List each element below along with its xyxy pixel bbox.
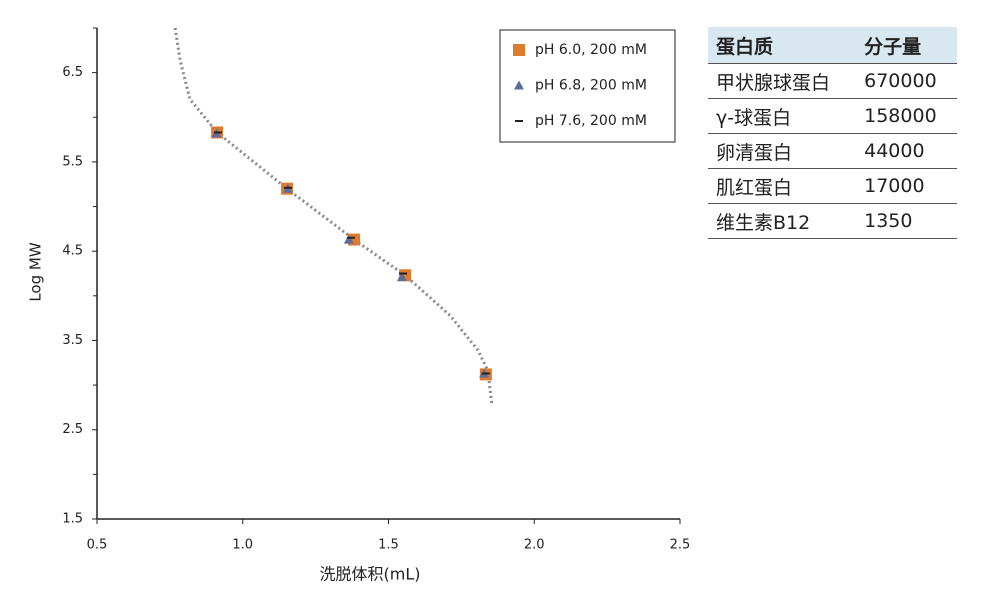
marker-triangle xyxy=(343,234,354,244)
x-tick-label: 2.5 xyxy=(670,538,691,553)
table-row: γ-球蛋白 158000 xyxy=(708,98,957,134)
y-tick-label: 5.5 xyxy=(62,154,83,169)
protein-table: 蛋白质 分子量 甲状腺球蛋白 670000 γ-球蛋白 158000 卵清蛋白 44000… xyxy=(708,27,957,239)
marker-square xyxy=(513,44,525,56)
legend-label: pH 6.8, 200 mM xyxy=(535,78,647,94)
table-cell: 维生素B12 xyxy=(708,203,857,239)
marker-triangle xyxy=(514,80,524,90)
table-cell: 1350 xyxy=(856,203,957,239)
legend-label: pH 6.0, 200 mM xyxy=(535,42,647,58)
table-row: 维生素B12 1350 xyxy=(708,203,957,239)
table-header: 蛋白质 分子量 xyxy=(708,27,957,64)
x-tick-label: 1.0 xyxy=(232,538,253,553)
y-tick-label: 2.5 xyxy=(62,422,83,437)
table-cell: 卵清蛋白 xyxy=(708,133,857,169)
legend-box xyxy=(499,29,676,143)
x-tick-label: 2.0 xyxy=(524,538,545,553)
table-cell: 44000 xyxy=(856,133,957,169)
header-cell: 分子量 xyxy=(856,27,957,64)
fit-curve xyxy=(173,27,494,406)
y-tick-label: 6.5 xyxy=(62,65,83,80)
x-tick-label: 0.5 xyxy=(87,538,108,553)
table-row: 甲状腺球蛋白 670000 xyxy=(708,63,957,99)
table-row: 肌红蛋白 17000 xyxy=(708,168,957,204)
table-cell: 17000 xyxy=(856,168,957,204)
y-tick-label: 4.5 xyxy=(62,244,83,259)
table-cell: 甲状腺球蛋白 xyxy=(708,63,857,99)
table-row: 卵清蛋白 44000 xyxy=(708,133,957,169)
x-tick-label: 1.5 xyxy=(378,538,399,553)
header-cell: 蛋白质 xyxy=(708,27,857,64)
table-cell: 158000 xyxy=(856,98,957,134)
y-tick-label: 3.5 xyxy=(62,333,83,348)
y-axis-title: Log MW xyxy=(27,242,45,302)
marker-triangle xyxy=(396,272,407,282)
table-cell: γ-球蛋白 xyxy=(708,98,857,134)
x-axis-title: 洗脱体积(mL) xyxy=(320,565,421,584)
table-cell: 肌红蛋白 xyxy=(708,168,857,204)
table-cell: 670000 xyxy=(856,63,957,99)
legend-label: pH 7.6, 200 mM xyxy=(535,113,647,129)
y-tick-label: 1.5 xyxy=(62,512,83,527)
